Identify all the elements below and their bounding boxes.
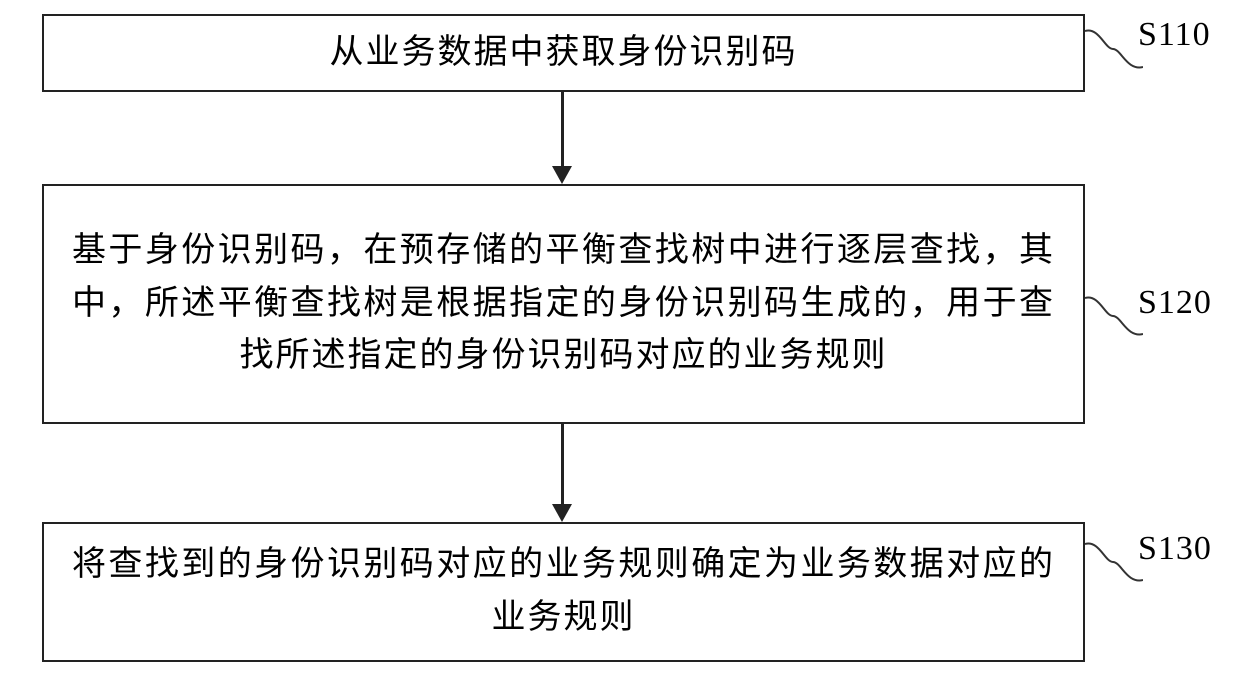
step-label-1: S110 xyxy=(1138,16,1211,54)
step-label-2: S120 xyxy=(1138,284,1212,322)
arrow-1-head xyxy=(552,166,572,184)
step-box-1: 从业务数据中获取身份识别码 xyxy=(42,14,1085,92)
step-box-3: 将查找到的身份识别码对应的业务规则确定为业务数据对应的业务规则 xyxy=(42,522,1085,662)
connector-3 xyxy=(1085,538,1143,586)
step-text-2: 基于身份识别码，在预存储的平衡查找树中进行逐层查找，其中，所述平衡查找树是根据指… xyxy=(72,225,1055,383)
arrow-2-line xyxy=(561,424,564,504)
step-label-3: S130 xyxy=(1138,530,1212,568)
connector-2 xyxy=(1085,292,1143,340)
step-text-1: 从业务数据中获取身份识别码 xyxy=(72,27,1055,80)
arrow-1-line xyxy=(561,92,564,166)
arrow-2-head xyxy=(552,504,572,522)
connector-1 xyxy=(1085,25,1143,73)
flowchart-canvas: { "canvas": { "width": 1239, "height": 6… xyxy=(0,0,1239,690)
step-text-3: 将查找到的身份识别码对应的业务规则确定为业务数据对应的业务规则 xyxy=(72,539,1055,644)
step-box-2: 基于身份识别码，在预存储的平衡查找树中进行逐层查找，其中，所述平衡查找树是根据指… xyxy=(42,184,1085,424)
